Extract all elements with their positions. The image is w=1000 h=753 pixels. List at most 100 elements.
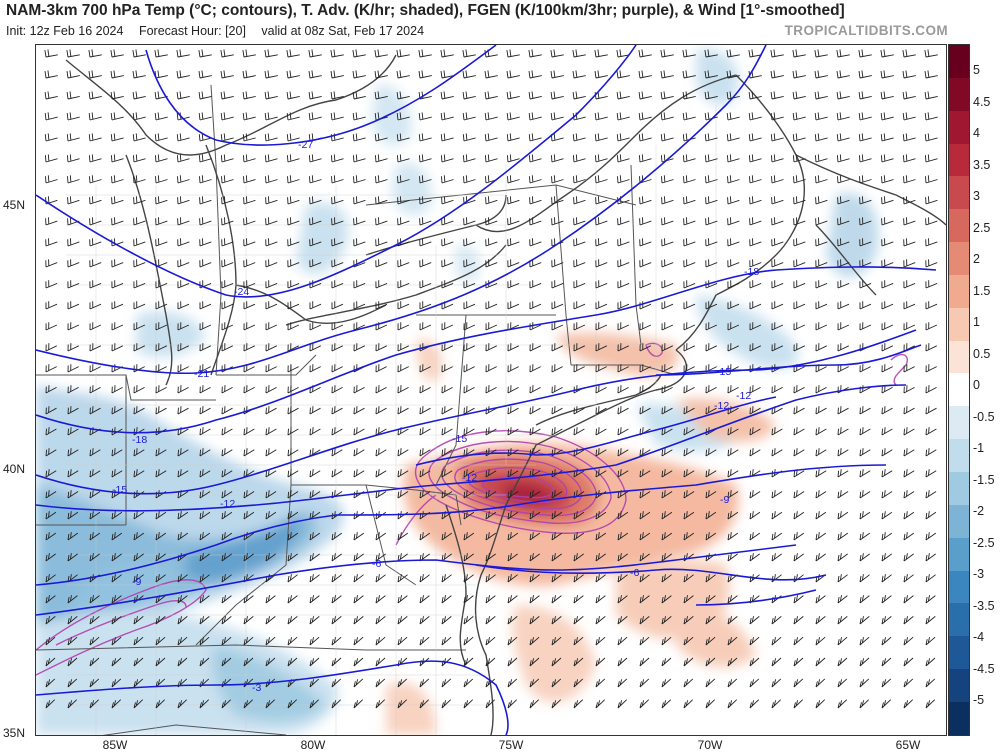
wind-barb: [683, 217, 696, 226]
wind-barb: [155, 217, 168, 226]
wind-barb: [815, 427, 827, 436]
wind-barb: [440, 112, 454, 121]
wind-barb: [881, 490, 893, 499]
wind-barb: [925, 385, 937, 394]
wind-barb: [837, 490, 849, 499]
wind-barb: [925, 469, 937, 478]
wind-barb: [66, 133, 80, 142]
wind-barb: [89, 238, 102, 247]
wind-barb: [815, 385, 827, 394]
wind-barb: [661, 238, 674, 247]
wind-barb: [704, 154, 718, 163]
wind-barb: [815, 699, 826, 709]
wind-barb: [396, 70, 410, 79]
wind-barb: [551, 699, 562, 709]
wind-barb: [880, 91, 894, 100]
wind-barb: [397, 699, 408, 709]
wind-barb: [418, 133, 432, 142]
colorbar-swatch: [949, 110, 969, 144]
wind-barb: [639, 196, 652, 205]
wind-barb: [771, 553, 782, 562]
wind-barb: [683, 364, 695, 373]
wind-barb: [44, 154, 58, 163]
map-title: NAM-3km 700 hPa Temp (°C; contours), T. …: [6, 2, 845, 19]
colorbar-swatch: [949, 77, 969, 111]
wind-barb: [661, 553, 672, 562]
wind-barb: [265, 532, 277, 541]
wind-barb: [595, 511, 607, 520]
wind-barb: [924, 70, 938, 79]
wind-barb: [111, 574, 122, 583]
wind-barb: [507, 364, 519, 373]
wind-barb: [793, 259, 806, 268]
wind-barb: [683, 343, 695, 352]
wind-barb: [463, 175, 476, 184]
wind-barb: [815, 238, 828, 247]
wind-barb: [815, 469, 827, 478]
wind-barb: [859, 301, 872, 310]
wind-barb: [749, 280, 762, 289]
wind-barb: [661, 280, 674, 289]
wind-barb: [177, 175, 190, 184]
wind-barb: [903, 657, 914, 667]
wind-barb: [749, 343, 761, 352]
wind-barb: [529, 427, 541, 436]
wind-barb: [265, 259, 278, 268]
wind-barb: [924, 133, 938, 142]
lon-label: 70W: [697, 738, 723, 752]
wind-barb: [661, 699, 672, 709]
wind-barb: [67, 343, 79, 352]
wind-barb: [573, 343, 585, 352]
colorbar-tick-label: 1.5: [973, 283, 991, 298]
wind-barb: [199, 364, 211, 373]
wind-barb: [859, 175, 872, 184]
wind-barb: [133, 511, 145, 520]
wind-barb: [551, 217, 564, 226]
wind-barb: [815, 678, 826, 688]
wind-barb: [682, 154, 696, 163]
wind-barb: [858, 91, 872, 100]
wind-barb: [441, 259, 454, 268]
wind-barb: [375, 636, 386, 646]
wind-barb: [661, 448, 673, 457]
wind-barb: [484, 133, 498, 142]
wind-barb: [814, 49, 828, 58]
wind-barb: [595, 343, 607, 352]
wind-barb: [418, 70, 432, 79]
wind-barb: [924, 154, 938, 163]
wind-barb: [155, 343, 167, 352]
wind-barb: [705, 196, 718, 205]
contour-m6-b: [475, 564, 827, 581]
wind-barb: [705, 406, 717, 415]
wind-barb: [705, 343, 717, 352]
wind-barb: [881, 574, 892, 583]
wind-barb: [727, 427, 739, 436]
wind-barb: [617, 343, 629, 352]
wind-barb: [176, 133, 190, 142]
wind-barb: [793, 343, 805, 352]
wind-barb: [110, 154, 124, 163]
wind-barb: [199, 343, 211, 352]
wind-barb: [375, 301, 388, 310]
wind-barb: [683, 699, 694, 709]
wind-barb: [815, 448, 827, 457]
wind-barb: [771, 678, 782, 688]
wind-barb: [903, 280, 916, 289]
wind-barb: [375, 532, 387, 541]
wind-barb: [287, 385, 299, 394]
wind-barb: [485, 427, 497, 436]
wind-barb: [133, 280, 146, 289]
wind-barb: [264, 91, 278, 100]
wind-barb: [771, 322, 784, 331]
wind-barb: [441, 364, 453, 373]
wind-barb: [551, 175, 564, 184]
wind-barb: [859, 595, 870, 604]
wind-barb: [265, 636, 276, 646]
wind-barb: [45, 259, 58, 268]
wind-barb: [330, 154, 344, 163]
wind-barb: [353, 385, 365, 394]
wind-barb: [749, 699, 760, 709]
wind-barb: [286, 133, 300, 142]
wind-barb: [374, 70, 388, 79]
colorbar-tick-label: -1: [973, 441, 985, 455]
